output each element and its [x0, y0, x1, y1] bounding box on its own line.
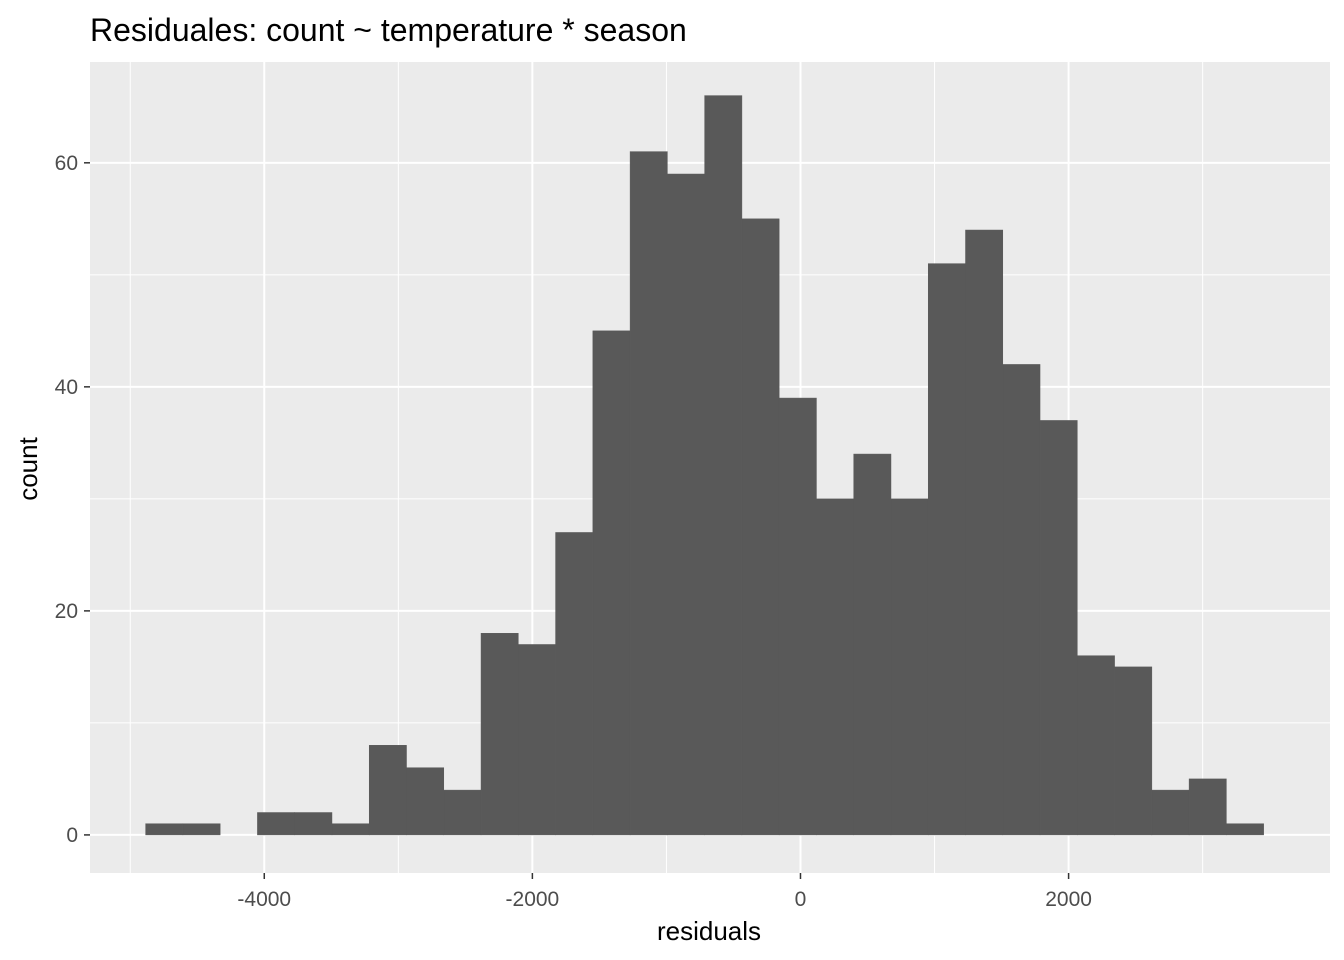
histogram-bar: [927, 263, 966, 836]
histogram-bar: [741, 218, 780, 836]
histogram-bar: [182, 823, 221, 836]
histogram-bar: [331, 823, 370, 836]
histogram-bar: [1077, 655, 1115, 836]
histogram-bar: [629, 151, 668, 836]
y-tick-label: 0: [66, 824, 78, 847]
histogram-bar: [443, 789, 482, 836]
histogram-bar: [1151, 789, 1190, 836]
histogram-bar: [518, 644, 556, 836]
y-tick-label: 60: [55, 152, 78, 175]
histogram-bars: [145, 95, 1264, 836]
histogram-bar: [406, 767, 445, 836]
y-tick-label: 20: [55, 600, 78, 623]
histogram-bar: [816, 498, 854, 836]
histogram-bar: [1226, 823, 1264, 836]
x-tick-label: -2000: [506, 888, 560, 911]
y-axis: 0 20 40 60: [55, 152, 90, 847]
x-tick-label: 2000: [1045, 888, 1092, 911]
y-axis-title: count: [13, 436, 43, 500]
histogram-bar: [257, 812, 295, 836]
histogram-bar: [145, 823, 184, 836]
histogram-bar: [1039, 420, 1078, 836]
x-tick-label: 0: [795, 888, 807, 911]
histogram-bar: [368, 745, 407, 836]
histogram-bar: [294, 812, 333, 836]
histogram-bar: [778, 397, 817, 836]
chart-title: Residuales: count ~ temperature * season: [90, 12, 687, 48]
histogram-bar: [704, 95, 743, 836]
histogram-bar: [965, 229, 1004, 836]
y-tick-label: 40: [55, 376, 78, 399]
histogram-bar: [592, 330, 631, 836]
x-axis: -4000 -2000 0 2000: [237, 873, 1092, 911]
histogram-bar: [480, 633, 519, 836]
histogram-bar: [555, 532, 594, 836]
histogram-bar: [667, 173, 705, 836]
histogram-bar: [853, 453, 892, 836]
histogram-bar: [1188, 778, 1227, 836]
histogram-bar: [1002, 364, 1041, 836]
histogram-bar: [890, 498, 929, 836]
histogram-bar: [1114, 666, 1153, 836]
x-axis-title: residuals: [657, 916, 761, 946]
x-tick-label: -4000: [237, 888, 291, 911]
